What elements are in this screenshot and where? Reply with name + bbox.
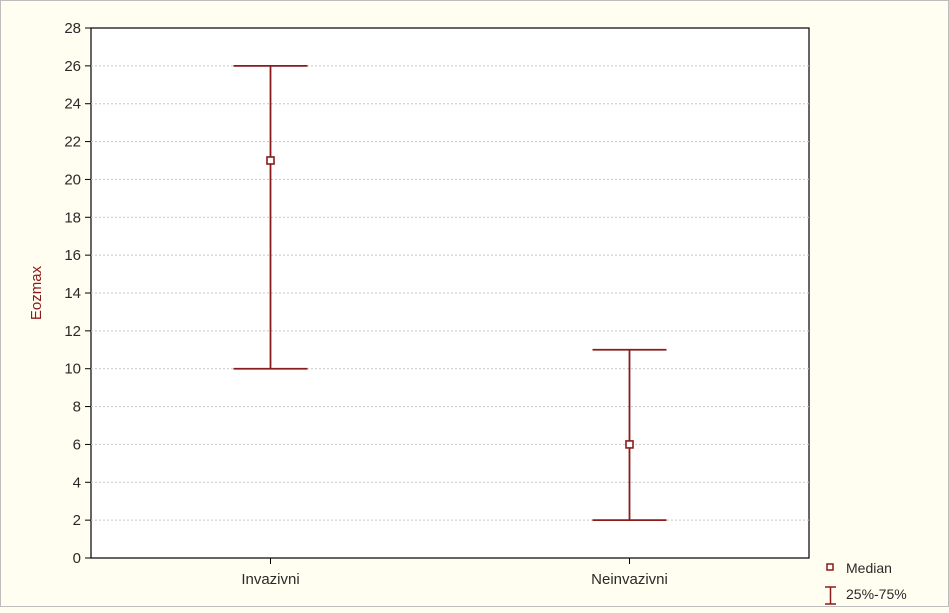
y-tick-label: 16 <box>64 247 81 264</box>
y-tick-label: 22 <box>64 134 81 151</box>
y-tick-label: 20 <box>64 171 81 188</box>
legend-median-label: Median <box>846 560 892 576</box>
y-tick-label: 2 <box>73 512 81 529</box>
median-point-invazivni <box>266 156 275 165</box>
legend-range-label: 25%-75% <box>846 586 907 602</box>
y-tick-label: 6 <box>73 436 81 453</box>
x-tick-label: Neinvazivni <box>591 571 668 588</box>
y-tick-label: 0 <box>73 550 81 567</box>
x-tick-label: Invazivni <box>241 571 299 588</box>
median-point-neinvazivni <box>625 440 634 449</box>
legend-range-icon <box>825 586 836 605</box>
y-tick-label: 26 <box>64 58 81 75</box>
x-axis-ticks: Invazivni Neinvazivni <box>241 558 668 588</box>
y-tick-label: 14 <box>64 285 81 302</box>
y-axis-label: Eozmax <box>28 265 45 320</box>
legend: Median 25%-75% <box>825 560 907 605</box>
y-tick-label: 10 <box>64 361 81 378</box>
y-tick-label: 8 <box>73 399 81 416</box>
y-tick-label: 18 <box>64 209 81 226</box>
y-tick-label: 24 <box>64 96 81 113</box>
y-tick-label: 4 <box>73 474 81 491</box>
y-tick-label: 12 <box>64 323 81 340</box>
legend-median-icon <box>826 563 834 571</box>
y-tick-label: 28 <box>64 20 81 37</box>
chart-marks <box>233 64 667 522</box>
plot-area <box>90 27 810 559</box>
